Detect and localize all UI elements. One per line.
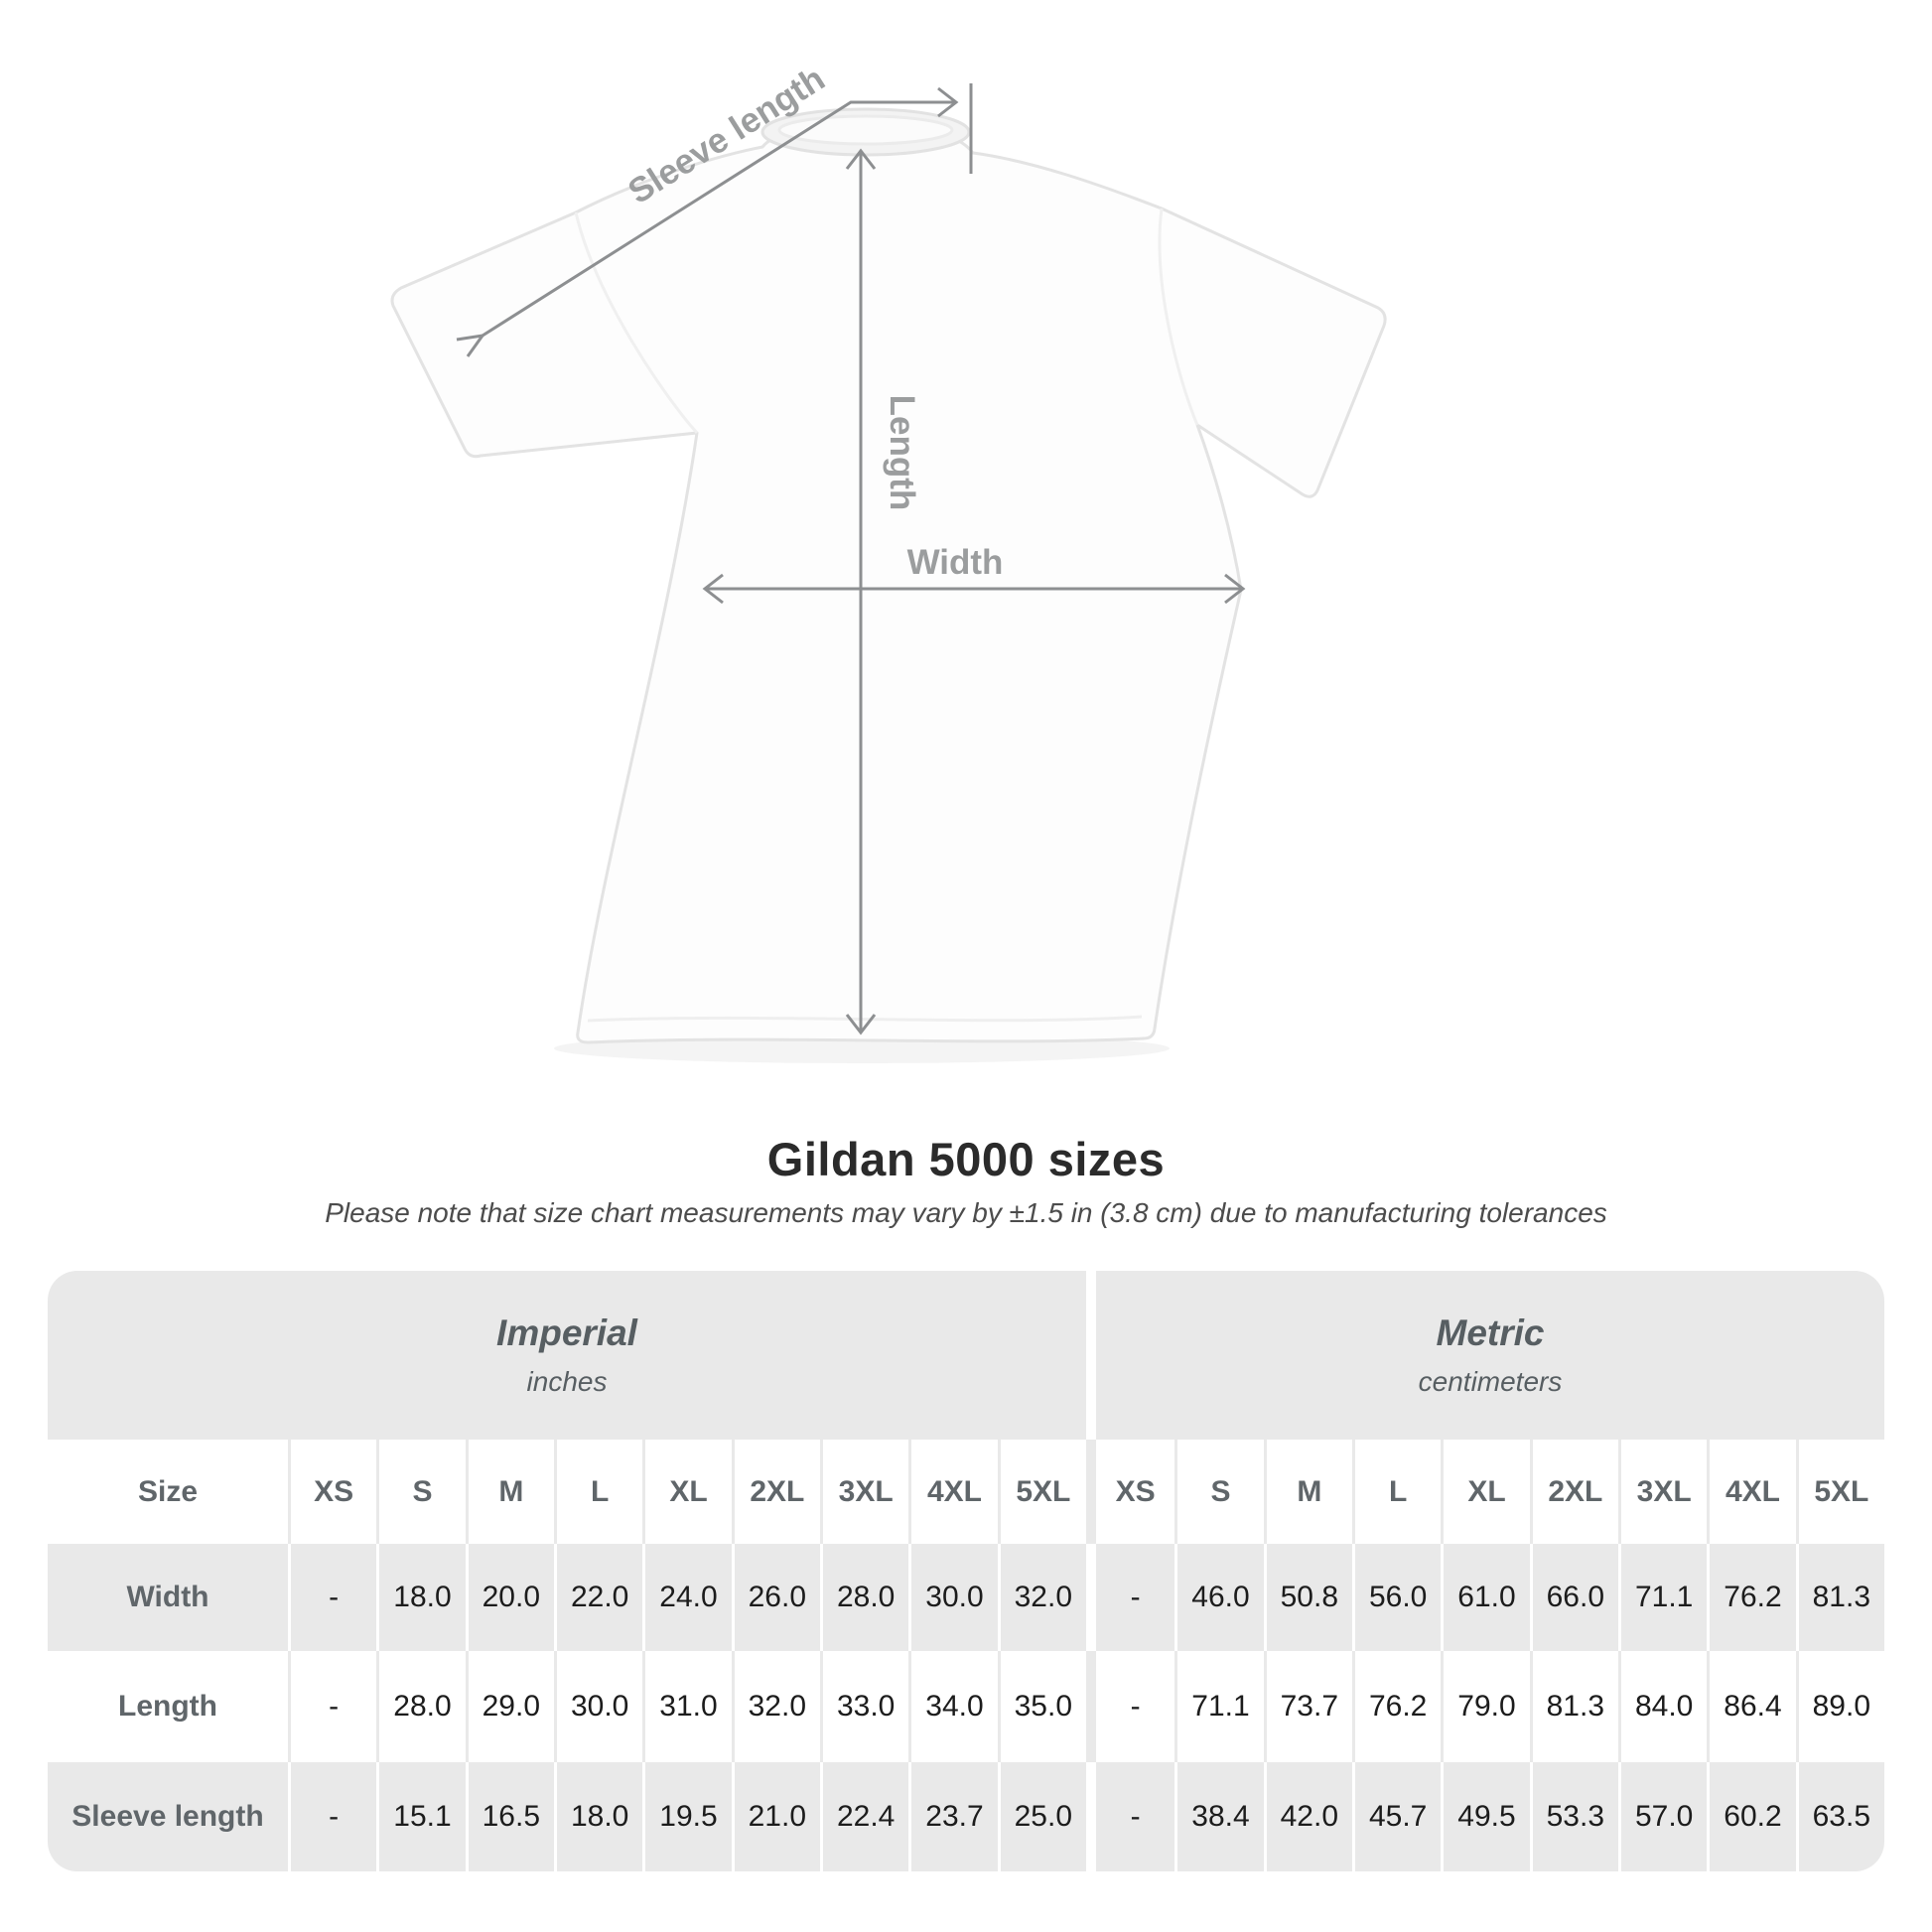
imperial-length-s: 28.0 bbox=[376, 1651, 466, 1762]
metric-sleeve-length-4xl: 60.2 bbox=[1707, 1762, 1796, 1871]
metric-length-xs: - bbox=[1086, 1651, 1175, 1762]
metric-length-2xl: 81.3 bbox=[1529, 1651, 1618, 1762]
metric-length-3xl: 84.0 bbox=[1618, 1651, 1708, 1762]
imperial-width-5xl: 32.0 bbox=[997, 1544, 1086, 1651]
imperial-width-2xl: 26.0 bbox=[731, 1544, 820, 1651]
size-header-metric-xs: XS bbox=[1086, 1440, 1175, 1544]
metric-width-xl: 61.0 bbox=[1441, 1544, 1530, 1651]
tshirt-measurement-figure: Sleeve length Length Width bbox=[390, 60, 1387, 1063]
sleeve-length-arrow bbox=[482, 100, 956, 338]
metric-sleeve-length-xl: 49.5 bbox=[1441, 1762, 1530, 1871]
metric-length-m: 73.7 bbox=[1263, 1651, 1352, 1762]
metric-length-s: 71.1 bbox=[1174, 1651, 1264, 1762]
metric-width-5xl: 81.3 bbox=[1795, 1544, 1884, 1651]
imperial-width-xs: - bbox=[288, 1544, 377, 1651]
tolerance-note: Please note that size chart measurements… bbox=[325, 1197, 1607, 1228]
metric-sleeve-length-2xl: 53.3 bbox=[1529, 1762, 1618, 1871]
measurement-annotations bbox=[456, 83, 1246, 1035]
metric-group-title: Metric bbox=[1436, 1312, 1545, 1353]
metric-length-4xl: 86.4 bbox=[1707, 1651, 1796, 1762]
size-header-metric-4xl: 4XL bbox=[1707, 1440, 1796, 1544]
imperial-width-m: 20.0 bbox=[465, 1544, 554, 1651]
imperial-sleeve-length-xl: 19.5 bbox=[642, 1762, 732, 1871]
imperial-group-header: Imperial inches bbox=[48, 1271, 1086, 1440]
size-header-metric-s: S bbox=[1174, 1440, 1264, 1544]
size-header-metric-m: M bbox=[1263, 1440, 1352, 1544]
size-table: Imperial inches Metric centimeters Size X… bbox=[48, 1271, 1884, 1871]
metric-length-l: 76.2 bbox=[1352, 1651, 1442, 1762]
size-header-imperial-xl: XL bbox=[642, 1440, 732, 1544]
right-armhole-seam bbox=[1158, 207, 1199, 426]
size-header-metric-2xl: 2XL bbox=[1529, 1440, 1618, 1544]
metric-sleeve-length-5xl: 63.5 bbox=[1795, 1762, 1884, 1871]
page-title: Gildan 5000 sizes bbox=[766, 1133, 1166, 1185]
imperial-length-l: 30.0 bbox=[554, 1651, 643, 1762]
metric-sleeve-length-m: 42.0 bbox=[1263, 1762, 1352, 1871]
imperial-width-xl: 24.0 bbox=[642, 1544, 732, 1651]
metric-width-4xl: 76.2 bbox=[1707, 1544, 1796, 1651]
imperial-group-title: Imperial bbox=[496, 1312, 637, 1353]
imperial-length-xl: 31.0 bbox=[642, 1651, 732, 1762]
imperial-group-unit: inches bbox=[526, 1366, 608, 1397]
metric-sleeve-length-3xl: 57.0 bbox=[1618, 1762, 1708, 1871]
metric-width-s: 46.0 bbox=[1174, 1544, 1264, 1651]
imperial-length-m: 29.0 bbox=[465, 1651, 554, 1762]
metric-length-5xl: 89.0 bbox=[1795, 1651, 1884, 1762]
imperial-sleeve-length-2xl: 21.0 bbox=[731, 1762, 820, 1871]
imperial-length-3xl: 33.0 bbox=[820, 1651, 909, 1762]
imperial-width-s: 18.0 bbox=[376, 1544, 466, 1651]
metric-width-l: 56.0 bbox=[1352, 1544, 1442, 1651]
size-header-imperial-l: L bbox=[554, 1440, 643, 1544]
imperial-length-xs: - bbox=[288, 1651, 377, 1762]
size-header-imperial-m: M bbox=[465, 1440, 554, 1544]
imperial-width-4xl: 30.0 bbox=[908, 1544, 998, 1651]
metric-group-header: Metric centimeters bbox=[1086, 1271, 1884, 1440]
size-header-imperial-4xl: 4XL bbox=[908, 1440, 998, 1544]
tshirt-graphic bbox=[390, 107, 1387, 1044]
size-header-metric-l: L bbox=[1352, 1440, 1442, 1544]
imperial-sleeve-length-4xl: 23.7 bbox=[908, 1762, 998, 1871]
metric-sleeve-length-xs: - bbox=[1086, 1762, 1175, 1871]
width-label: Width bbox=[907, 543, 1004, 582]
length-label: Length bbox=[883, 395, 921, 511]
imperial-width-l: 22.0 bbox=[554, 1544, 643, 1651]
size-header-metric-3xl: 3XL bbox=[1618, 1440, 1708, 1544]
hem-seam bbox=[587, 1015, 1143, 1023]
size-header-metric-5xl: 5XL bbox=[1795, 1440, 1884, 1544]
size-column-header: Size bbox=[48, 1440, 288, 1544]
imperial-length-5xl: 35.0 bbox=[997, 1651, 1086, 1762]
left-armhole-seam bbox=[574, 211, 699, 434]
metric-sleeve-length-l: 45.7 bbox=[1352, 1762, 1442, 1871]
size-header-imperial-3xl: 3XL bbox=[820, 1440, 909, 1544]
imperial-sleeve-length-m: 16.5 bbox=[465, 1762, 554, 1871]
metric-width-xs: - bbox=[1086, 1544, 1175, 1651]
metric-width-m: 50.8 bbox=[1263, 1544, 1352, 1651]
size-header-imperial-xs: XS bbox=[288, 1440, 377, 1544]
metric-width-3xl: 71.1 bbox=[1618, 1544, 1708, 1651]
imperial-sleeve-length-xs: - bbox=[288, 1762, 377, 1871]
imperial-length-2xl: 32.0 bbox=[731, 1651, 820, 1762]
row-label-length: Length bbox=[48, 1651, 288, 1762]
metric-sleeve-length-s: 38.4 bbox=[1174, 1762, 1264, 1871]
metric-group-unit: centimeters bbox=[1418, 1366, 1563, 1397]
row-label-sleeve-length: Sleeve length bbox=[48, 1762, 288, 1871]
size-header-imperial-2xl: 2XL bbox=[731, 1440, 820, 1544]
size-header-imperial-5xl: 5XL bbox=[997, 1440, 1086, 1544]
imperial-width-3xl: 28.0 bbox=[820, 1544, 909, 1651]
imperial-sleeve-length-3xl: 22.4 bbox=[820, 1762, 909, 1871]
metric-width-2xl: 66.0 bbox=[1529, 1544, 1618, 1651]
size-header-imperial-s: S bbox=[376, 1440, 466, 1544]
imperial-sleeve-length-l: 18.0 bbox=[554, 1762, 643, 1871]
imperial-sleeve-length-s: 15.1 bbox=[376, 1762, 466, 1871]
imperial-sleeve-length-5xl: 25.0 bbox=[997, 1762, 1086, 1871]
metric-length-xl: 79.0 bbox=[1441, 1651, 1530, 1762]
row-label-width: Width bbox=[48, 1544, 288, 1651]
collar-inner bbox=[777, 114, 954, 146]
imperial-length-4xl: 34.0 bbox=[908, 1651, 998, 1762]
size-header-metric-xl: XL bbox=[1441, 1440, 1530, 1544]
